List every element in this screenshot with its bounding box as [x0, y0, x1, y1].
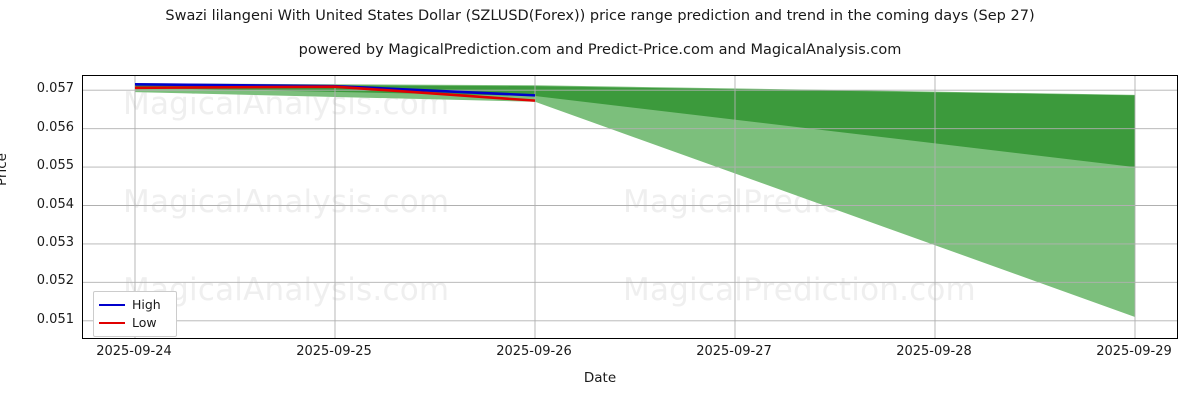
legend-label-high: High [132, 296, 161, 312]
y-tick-label-3: 0.054 [36, 196, 74, 212]
dark-green-prediction-band [135, 84, 1135, 168]
x-tick-label-4: 2025-09-28 [896, 344, 972, 359]
x-tick-label-2: 2025-09-26 [496, 344, 572, 359]
series-line-low [134, 85, 536, 102]
chart-legend: High Low [93, 291, 177, 337]
y-tick-label-6: 0.057 [36, 81, 74, 97]
page-title: Swazi lilangeni With United States Dolla… [165, 8, 1035, 24]
light-green-prediction-band [135, 83, 1135, 317]
y-tick-label-4: 0.055 [36, 158, 74, 174]
x-axis-label: Date [583, 370, 617, 386]
legend-swatch-low [99, 322, 125, 324]
x-tick-label-0: 2025-09-24 [96, 344, 172, 359]
page-subtitle: powered by MagicalPrediction.com and Pre… [298, 42, 902, 58]
chart-canvas [83, 76, 1177, 338]
legend-item-low: Low [99, 314, 171, 332]
y-tick-label-2: 0.053 [36, 234, 74, 250]
y-tick-label-0: 0.051 [36, 311, 74, 327]
y-axis-tick-labels: 0.051 0.052 0.053 0.054 0.055 0.056 0.057 [0, 75, 74, 339]
plot-area: MagicalAnalysis.comMagicalPrediction.com… [82, 75, 1178, 339]
x-tick-label-5: 2025-09-29 [1096, 344, 1172, 359]
x-axis-tick-labels: 2025-09-24 2025-09-25 2025-09-26 2025-09-27… [82, 344, 1178, 366]
legend-swatch-high [99, 304, 125, 306]
legend-label-low: Low [132, 314, 157, 330]
x-tick-label-3: 2025-09-27 [696, 344, 772, 359]
legend-item-high: High [99, 296, 171, 314]
x-tick-label-1: 2025-09-25 [296, 344, 372, 359]
y-tick-label-1: 0.052 [36, 273, 74, 289]
y-axis-label: Price [0, 153, 10, 186]
y-tick-label-5: 0.056 [36, 119, 74, 135]
